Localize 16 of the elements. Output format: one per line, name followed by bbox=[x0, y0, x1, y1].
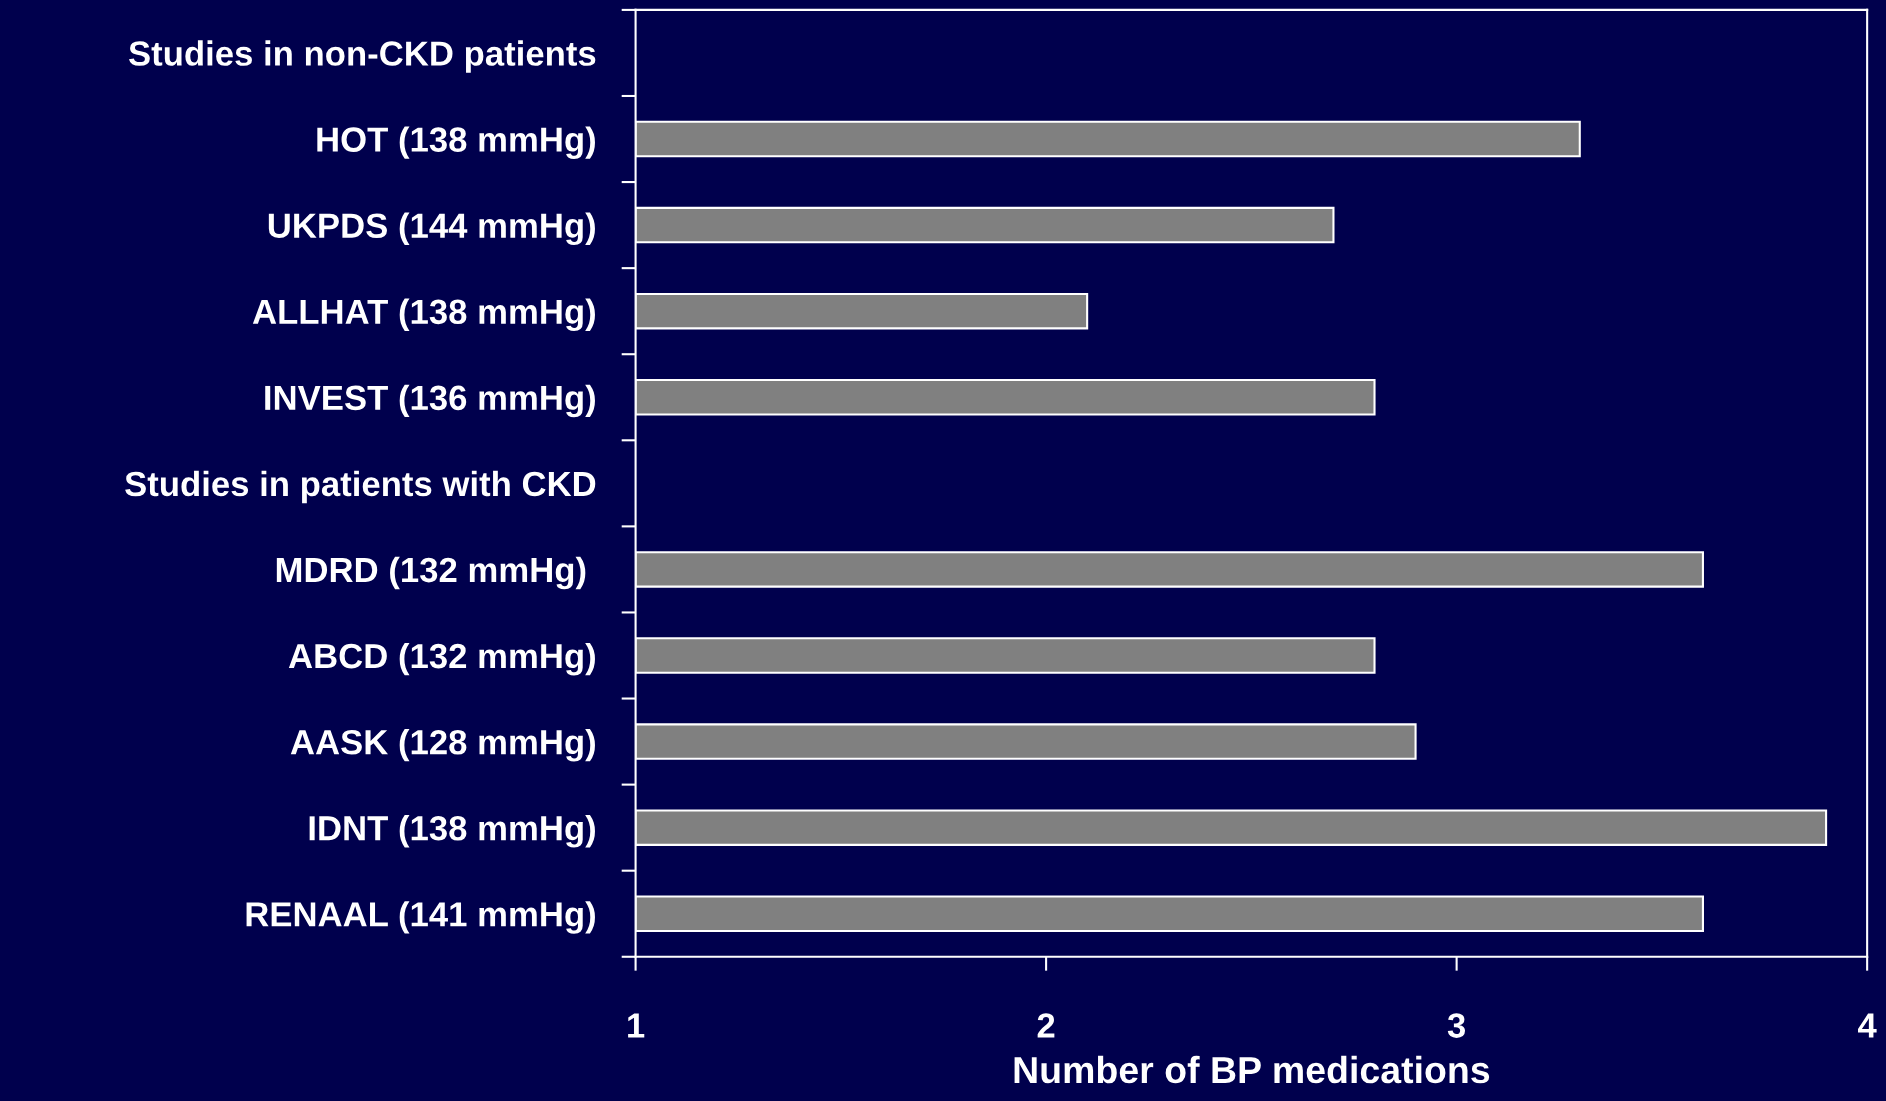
y-tick-label: HOT (138 mmHg) bbox=[317, 126, 595, 159]
y-tick-label: Studies in non-CKD patients bbox=[128, 40, 596, 73]
x-tick-label: 3 bbox=[1447, 1013, 1466, 1038]
y-tick-label: INVEST (136 mmHg) bbox=[265, 384, 595, 418]
y-tick-label: MDRD (132 mmHg) bbox=[276, 556, 586, 590]
x-tick-label: 4 bbox=[1858, 1013, 1877, 1038]
y-tick-label: RENAAL (141 mmHg) bbox=[246, 901, 595, 934]
y-tick-label: UKPDS (144 mmHg) bbox=[268, 212, 595, 246]
y-tick-label: ALLHAT (138 mmHg) bbox=[252, 298, 595, 332]
y-tick-label: IDNT (138 mmHg) bbox=[309, 815, 595, 848]
x-axis-title: Number of BP medications bbox=[1014, 1055, 1490, 1084]
y-tick-label: ABCD (132 mmHg) bbox=[288, 642, 595, 676]
x-tick-label: 1 bbox=[628, 1013, 645, 1038]
y-tick-label: Studies in patients with CKD bbox=[125, 470, 596, 504]
x-tick-label: 2 bbox=[1037, 1013, 1055, 1038]
y-tick-label: AASK (128 mmHg) bbox=[290, 728, 595, 762]
